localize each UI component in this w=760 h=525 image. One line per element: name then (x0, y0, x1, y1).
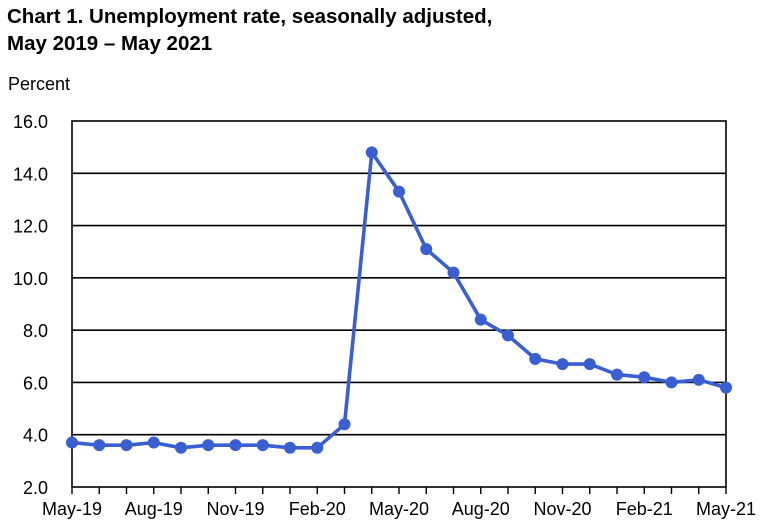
x-tick-label: May-19 (42, 499, 102, 519)
chart-title: Chart 1. Unemployment rate, seasonally a… (7, 3, 492, 57)
data-point (175, 441, 187, 454)
data-point (420, 243, 433, 256)
data-point (365, 146, 378, 159)
x-tick-label: Aug-20 (452, 499, 510, 519)
data-point (474, 313, 487, 326)
series-group (66, 146, 732, 454)
y-tick-label: 10.0 (13, 269, 48, 289)
data-point (202, 439, 215, 452)
data-point (284, 441, 296, 454)
data-point (638, 371, 651, 384)
data-point (120, 439, 133, 452)
y-axis-ticks: 2.0 4.0 6.0 8.0 10.0 12.0 14.0 16.0 (13, 112, 48, 498)
y-tick-label: 4.0 (23, 426, 48, 446)
plot-area-frame (71, 120, 727, 488)
y-tick-label: 2.0 (23, 478, 48, 498)
y-tick-label: 14.0 (13, 164, 48, 184)
data-point (502, 329, 514, 342)
data-point (338, 418, 351, 431)
y-tick-label: 6.0 (23, 373, 48, 393)
y-axis-label: Percent (8, 74, 71, 94)
data-point (556, 358, 569, 371)
y-tick-label: 8.0 (23, 321, 48, 341)
y-tick-label: 16.0 (13, 112, 48, 132)
data-point (229, 439, 242, 452)
data-point (611, 368, 623, 381)
x-tick-label: May-20 (369, 499, 429, 519)
data-point (393, 185, 405, 198)
x-tick-label: Feb-20 (289, 499, 346, 519)
data-point (447, 266, 460, 279)
x-tick-label: Nov-20 (533, 499, 591, 519)
chart-title-line-1: Chart 1. Unemployment rate, seasonally a… (7, 5, 493, 28)
x-tick-label: May-21 (696, 499, 756, 519)
data-point (93, 439, 106, 452)
x-tick-label: Aug-19 (125, 499, 183, 519)
x-tick-label: Feb-21 (616, 499, 673, 519)
data-point (692, 373, 705, 386)
chart-title-line-2: May 2019 – May 2021 (7, 32, 213, 55)
y-tick-label: 12.0 (13, 217, 48, 237)
data-point (311, 441, 324, 454)
data-point (147, 436, 160, 449)
data-point (665, 376, 678, 389)
x-tick-label: Nov-19 (206, 499, 264, 519)
data-point (256, 439, 269, 452)
data-point (720, 381, 732, 394)
x-axis-ticks: May-19 Aug-19 Nov-19 Feb-20 May-20 Aug-20 Nov-… (42, 487, 756, 519)
data-point (583, 358, 596, 371)
gridlines (72, 172, 726, 436)
data-point (529, 352, 542, 365)
data-point (66, 436, 78, 449)
